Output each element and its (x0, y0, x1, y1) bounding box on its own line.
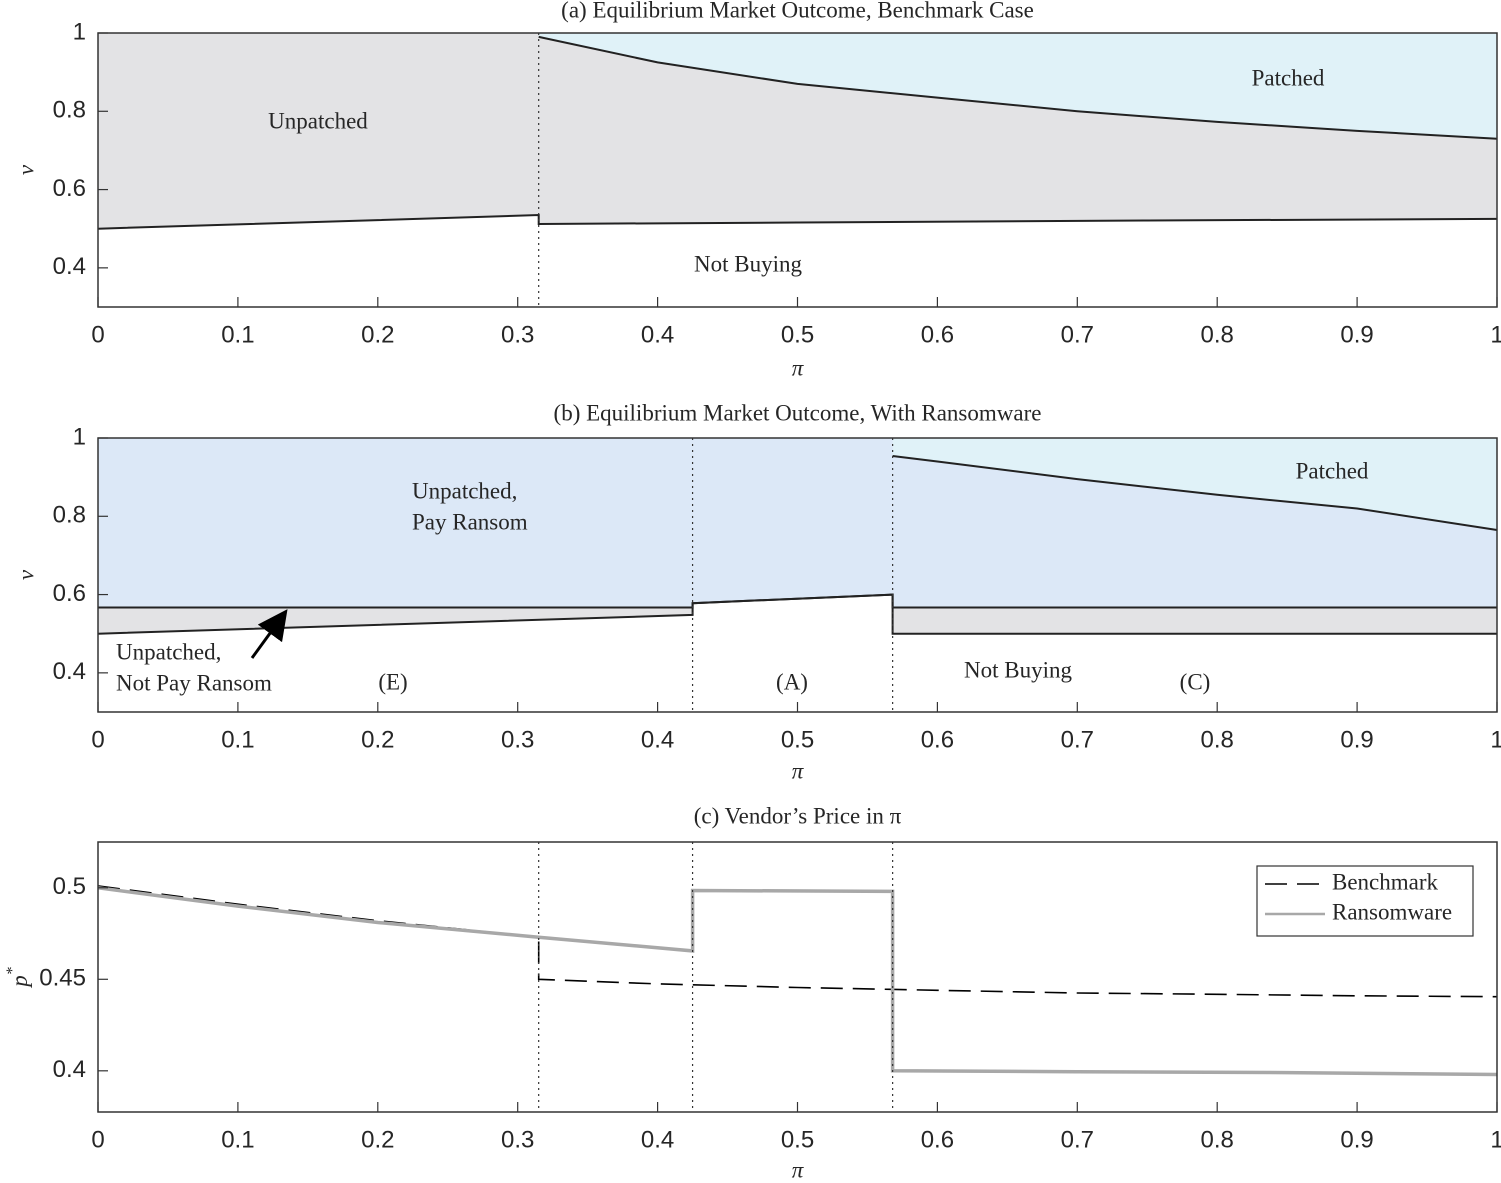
x-tick-label: 0.4 (641, 726, 674, 753)
y-tick-label: 1 (73, 18, 86, 45)
region-label: (C) (1180, 669, 1211, 694)
x-axis-label: π (792, 758, 805, 783)
x-tick-label: 0.1 (221, 321, 254, 348)
x-tick-label: 1 (1490, 726, 1501, 753)
legend-label: Benchmark (1332, 869, 1439, 894)
x-tick-label: 0.6 (921, 321, 954, 348)
region-label: Unpatched, (116, 639, 221, 664)
y-tick-label: 0.4 (53, 253, 86, 280)
y-tick-label: 0.8 (53, 97, 86, 124)
x-tick-label: 0.1 (221, 726, 254, 753)
x-tick-label: 0.7 (1061, 726, 1094, 753)
x-tick-label: 0.8 (1201, 726, 1234, 753)
region-label: Unpatched, (412, 478, 517, 503)
x-tick-label: 0 (91, 726, 104, 753)
x-tick-label: 0.4 (641, 321, 674, 348)
series-line (97, 885, 1498, 998)
x-tick-label: 0.7 (1061, 1126, 1094, 1153)
y-axis-label-base: p (7, 975, 32, 989)
region-fill (538, 33, 1497, 139)
y-axis-label: v (13, 164, 38, 175)
x-axis-label: π (792, 1157, 805, 1182)
x-tick-label: 0.6 (921, 1126, 954, 1153)
boundary-line (538, 35, 1498, 140)
region-label: (E) (378, 669, 407, 694)
x-tick-label: 0.7 (1061, 321, 1094, 348)
region-label: (A) (776, 669, 808, 694)
y-axis-label: p* (4, 967, 33, 989)
x-tick-label: 0.8 (1201, 1126, 1234, 1153)
boundary-line (98, 593, 1497, 609)
x-tick-label: 0.2 (361, 321, 394, 348)
x-tick-label: 0.9 (1340, 1126, 1373, 1153)
x-tick-label: 0.5 (781, 726, 814, 753)
x-tick-label: 0.1 (221, 1126, 254, 1153)
x-tick-label: 0.6 (921, 726, 954, 753)
region-label: Not Buying (694, 251, 802, 276)
y-tick-label: 0.4 (53, 1056, 86, 1083)
y-tick-label: 1 (73, 423, 86, 450)
x-tick-label: 0.9 (1340, 726, 1373, 753)
annotation-arrow (250, 609, 288, 659)
x-tick-label: 1 (1490, 321, 1501, 348)
y-tick-label: 0.45 (39, 965, 86, 992)
x-tick-label: 0.3 (501, 726, 534, 753)
region-label: Not Buying (964, 657, 1072, 682)
panel-title: (a) Equilibrium Market Outcome, Benchmar… (561, 0, 1034, 22)
x-tick-label: 1 (1490, 1126, 1501, 1153)
x-tick-label: 0 (91, 1126, 104, 1153)
x-tick-label: 0.2 (361, 726, 394, 753)
x-tick-label: 0.8 (1201, 321, 1234, 348)
region-label: Not Pay Ransom (116, 670, 272, 695)
panel-title: (b) Equilibrium Market Outcome, With Ran… (554, 400, 1042, 425)
region-label: Patched (1296, 458, 1369, 483)
x-tick-label: 0.5 (781, 321, 814, 348)
region-label: Pay Ransom (412, 509, 528, 534)
x-tick-label: 0.3 (501, 321, 534, 348)
legend-box (1256, 865, 1474, 937)
x-tick-label: 0 (91, 321, 104, 348)
region-label: Unpatched (268, 108, 368, 133)
legend-label: Ransomware (1332, 899, 1452, 924)
x-tick-label: 0.5 (781, 1126, 814, 1153)
panel-title: (c) Vendor’s Price in π (694, 803, 902, 828)
y-tick-label: 0.8 (53, 502, 86, 529)
x-tick-label: 0.4 (641, 1126, 674, 1153)
y-axis-label: v (13, 569, 38, 580)
x-tick-label: 0.9 (1340, 321, 1373, 348)
y-tick-label: 0.4 (53, 658, 86, 685)
y-tick-label: 0.5 (53, 873, 86, 900)
region-label: Patched (1252, 65, 1325, 90)
y-axis-label-sup: * (4, 967, 21, 975)
boundary-line (892, 455, 1498, 531)
x-tick-label: 0.2 (361, 1126, 394, 1153)
x-axis-label: π (792, 355, 805, 380)
x-tick-label: 0.3 (501, 1126, 534, 1153)
y-tick-label: 0.6 (53, 580, 86, 607)
y-tick-label: 0.6 (53, 175, 86, 202)
